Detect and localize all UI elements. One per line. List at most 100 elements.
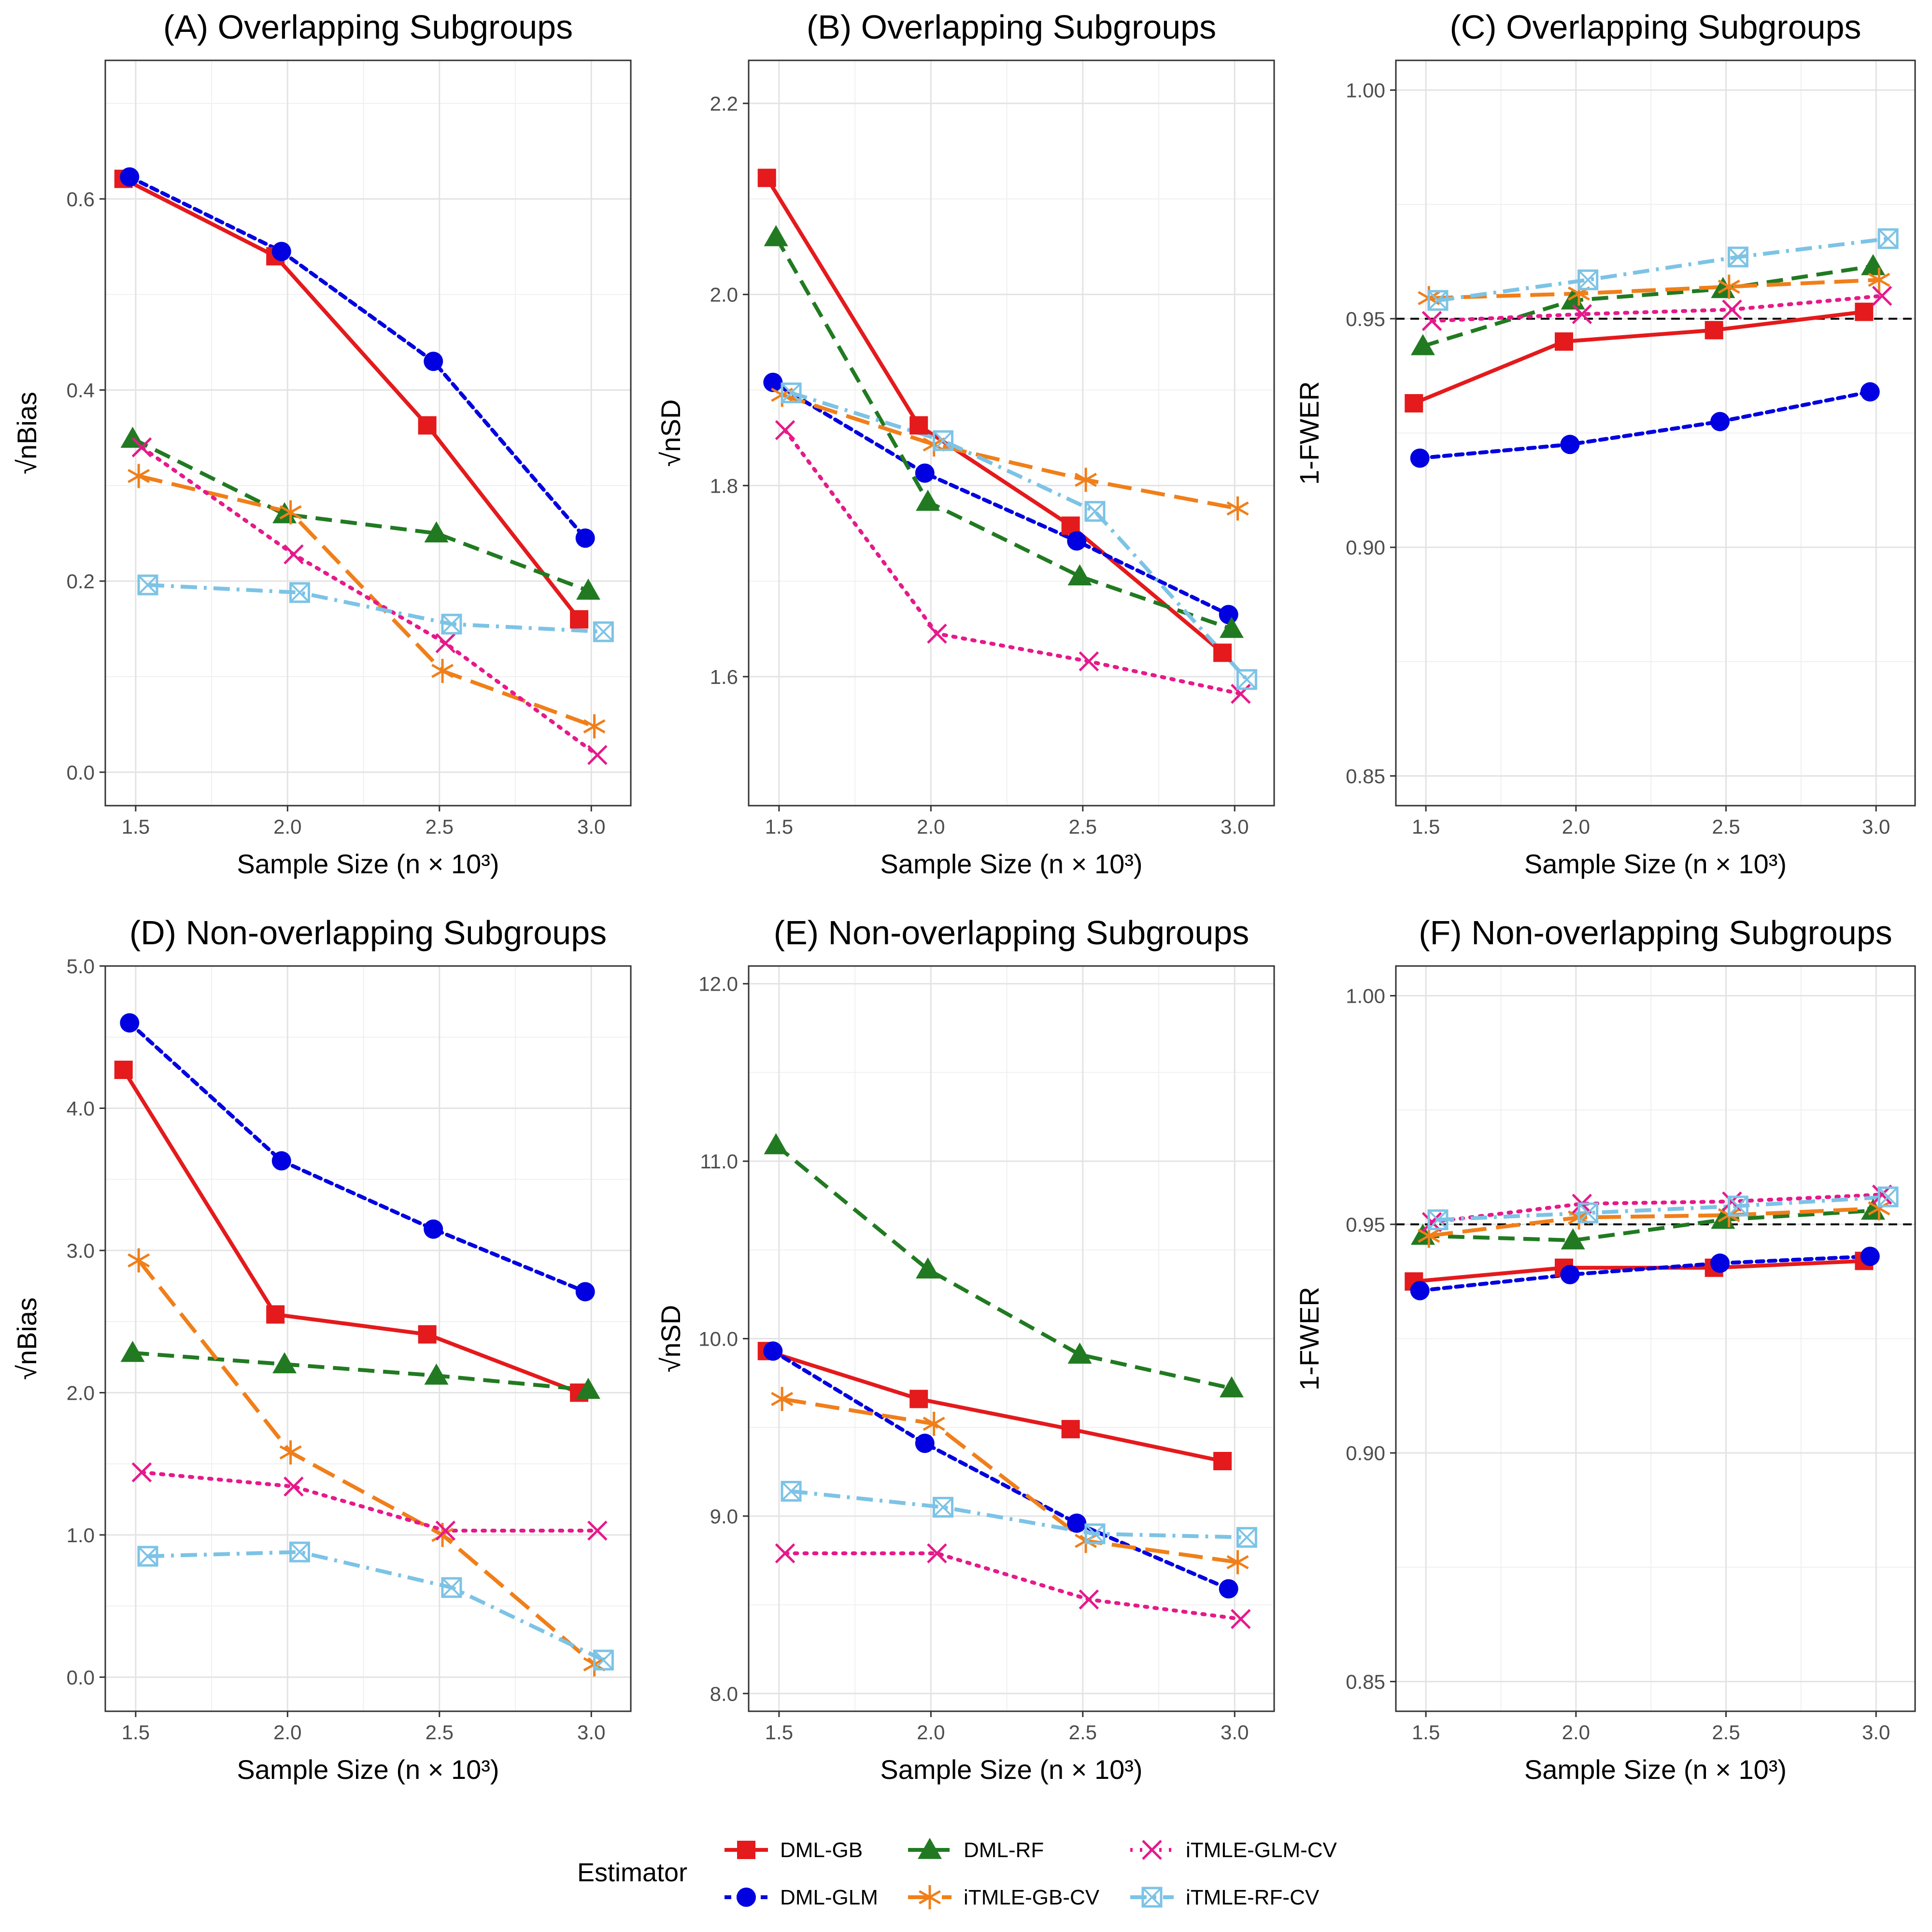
point-dml-rf	[576, 1378, 600, 1399]
y-axis-title: √nSD	[655, 399, 686, 467]
point-itmle-glm-cv	[775, 1543, 796, 1563]
point-itmle-gb-cv	[1868, 268, 1890, 292]
x-tick-label: 3.0	[1221, 1721, 1249, 1744]
point-itmle-glm-cv	[1079, 1589, 1099, 1610]
point-dml-glm	[1410, 1281, 1430, 1301]
legend-title: Estimator	[577, 1858, 687, 1887]
point-dml-gb	[1405, 394, 1423, 412]
x-tick-label: 1.5	[1412, 815, 1440, 838]
y-tick-label: 5.0	[67, 955, 95, 978]
x-axis-title: Sample Size (n × 10³)	[1524, 1754, 1787, 1785]
y-tick-label: 2.0	[710, 284, 738, 306]
point-itmle-glm-cv	[1079, 651, 1099, 672]
point-itmle-rf-cv	[1877, 1186, 1899, 1208]
series-line-itmle-gb-cv	[781, 393, 1238, 511]
point-dml-glm	[915, 463, 935, 483]
series-line-itmle-glm-cv	[140, 445, 599, 757]
point-dml-gb	[1705, 321, 1723, 340]
point-itmle-rf-cv	[1577, 1202, 1599, 1223]
point-dml-gb	[1213, 1451, 1232, 1470]
point-itmle-rf-cv	[441, 1577, 462, 1598]
series-line-dml-gb	[765, 177, 1224, 654]
point-dml-glm	[120, 1013, 140, 1033]
x-tick-label: 1.5	[122, 815, 150, 838]
y-tick-label: 1.00	[1346, 985, 1385, 1008]
point-dml-rf	[424, 1364, 449, 1385]
series-line-dml-glm	[128, 1021, 587, 1294]
y-tick-label: 0.85	[1346, 765, 1385, 787]
point-dml-gb	[1855, 302, 1874, 321]
x-tick-label: 2.0	[1562, 1721, 1590, 1744]
y-tick-label: 12.0	[698, 973, 738, 995]
point-itmle-gb-cv	[279, 1440, 302, 1465]
point-itmle-rf-cv	[441, 613, 462, 635]
point-itmle-rf-cv	[781, 1480, 802, 1502]
series-line-dml-gb	[1413, 310, 1864, 405]
legend-item-itmle-glm-cv: iTMLE-GLM-CV	[1130, 1838, 1337, 1862]
point-dml-rf	[272, 1352, 297, 1374]
series-line-itmle-gb-cv	[781, 1397, 1238, 1564]
point-dml-glm	[271, 1151, 291, 1171]
point-itmle-gb-cv	[923, 1411, 945, 1436]
point-dml-glm	[1710, 412, 1730, 431]
y-tick-label: 8.0	[710, 1682, 738, 1705]
legend-marker-dml-gb	[737, 1841, 755, 1859]
point-dml-rf	[1219, 1376, 1244, 1398]
series-line-itmle-gb-cv	[137, 1259, 596, 1666]
point-itmle-glm-cv	[435, 633, 456, 653]
series-line-dml-rf	[775, 1143, 1232, 1391]
x-tick-label: 2.0	[917, 815, 945, 838]
point-dml-glm	[763, 372, 783, 392]
point-dml-glm	[424, 1219, 443, 1239]
point-itmle-glm-cv	[1421, 311, 1442, 331]
x-axis-title: Sample Size (n × 10³)	[237, 849, 499, 879]
x-axis-title: Sample Size (n × 10³)	[880, 1754, 1142, 1785]
point-dml-glm	[1860, 382, 1880, 402]
point-dml-glm	[915, 1434, 935, 1453]
x-tick-label: 2.5	[1069, 1721, 1097, 1744]
y-axis-title: 1-FWER	[1294, 1287, 1324, 1391]
y-tick-label: 0.85	[1346, 1670, 1385, 1693]
series-line-dml-glm	[771, 1349, 1231, 1591]
point-itmle-rf-cv	[137, 1546, 158, 1567]
series-line-dml-rf	[131, 437, 589, 593]
point-dml-gb	[418, 416, 437, 435]
point-dml-rf	[1410, 334, 1435, 355]
point-itmle-glm-cv	[587, 745, 608, 765]
point-dml-glm	[575, 1282, 595, 1302]
x-tick-label: 3.0	[1862, 1721, 1890, 1744]
x-tick-label: 3.0	[1221, 815, 1249, 838]
point-itmle-gb-cv	[128, 464, 150, 488]
series-line-itmle-glm-cv	[783, 1551, 1243, 1621]
point-itmle-glm-cv	[1722, 1191, 1742, 1212]
series-line-dml-glm	[128, 175, 587, 540]
legend-marker-itmle-glm-cv	[1142, 1840, 1162, 1860]
series-line-dml-gb	[122, 1068, 580, 1395]
series-line-itmle-glm-cv	[1430, 294, 1884, 323]
point-dml-glm	[120, 167, 140, 187]
point-dml-glm	[763, 1341, 783, 1361]
y-tick-label: 1.8	[710, 474, 738, 497]
y-axis-title: 1-FWER	[1294, 381, 1324, 485]
point-itmle-rf-cv	[1727, 246, 1748, 268]
x-tick-label: 3.0	[577, 815, 605, 838]
point-itmle-rf-cv	[137, 574, 158, 596]
series-line-dml-rf	[132, 1350, 589, 1392]
series-line-dml-glm	[1418, 1254, 1872, 1293]
panel-d: 1.5 2.0 2.5 3.0 0.0 1.0 2.0 3.0 4.0 5.0 (D) Non-ov…	[12, 914, 632, 1785]
point-dml-glm	[1410, 448, 1430, 468]
series-line-itmle-rf-cv	[147, 583, 604, 634]
legend-marker-itmle-gb-cv	[919, 1885, 941, 1909]
point-dml-rf	[916, 1257, 940, 1279]
point-itmle-rf-cv	[289, 1541, 310, 1563]
y-tick-label: 0.90	[1346, 536, 1385, 559]
y-tick-label: 2.2	[710, 92, 738, 115]
series-line-itmle-glm-cv	[140, 1470, 599, 1533]
point-dml-glm	[271, 242, 291, 261]
point-itmle-rf-cv	[593, 621, 614, 642]
panel-title: (D) Non-overlapping Subgroups	[129, 914, 607, 952]
point-dml-rf	[764, 1133, 788, 1154]
x-axis-title: Sample Size (n × 10³)	[1524, 849, 1787, 879]
point-dml-rf	[120, 1340, 145, 1362]
legend-label: DML-RF	[964, 1838, 1044, 1862]
